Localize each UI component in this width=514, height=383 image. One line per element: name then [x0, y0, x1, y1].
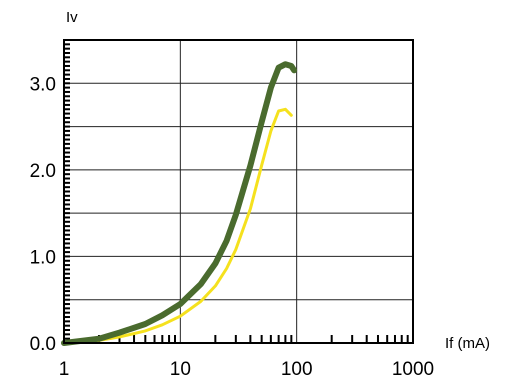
x-tick-label: 1000: [392, 359, 434, 380]
plot-frame: [63, 39, 414, 344]
x-tick-label: 1: [59, 359, 70, 380]
y-tick-label: 1.0: [30, 247, 56, 268]
labels: Iv If (mA): [66, 9, 490, 352]
x-axis-title: If (mA): [445, 335, 490, 352]
tick-labels: 0.0 1.0 2.0 3.0 1 10 100 1000: [30, 74, 435, 380]
series-line-green: [61, 61, 298, 346]
y-axis-title: Iv: [66, 9, 78, 26]
x-tick-label: 10: [170, 359, 191, 380]
minor-ticks: [64, 39, 409, 343]
y-tick-label: 3.0: [30, 74, 56, 95]
y-tick-label: 2.0: [30, 161, 56, 182]
series-line-yellow: [62, 107, 293, 345]
y-tick-label: 0.0: [30, 334, 56, 355]
series-layer: [61, 61, 298, 346]
x-tick-label: 100: [281, 359, 313, 380]
grid: [64, 40, 413, 343]
